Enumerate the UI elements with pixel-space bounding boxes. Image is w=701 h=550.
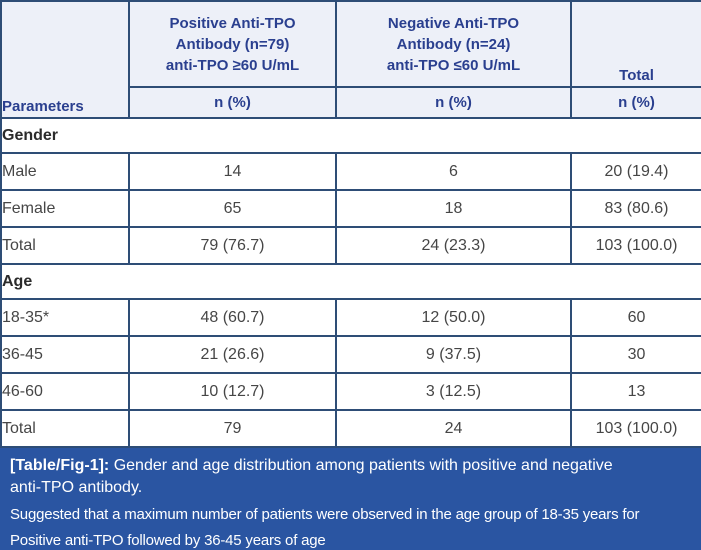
section-label: Gender xyxy=(0,117,701,154)
section-label: Age xyxy=(0,263,701,300)
caption-tag: [Table/Fig-1]: xyxy=(10,457,110,474)
caption-title: [Table/Fig-1]: Gender and age distributi… xyxy=(10,455,635,499)
caption-text: Gender and age distribution among patien… xyxy=(10,457,613,496)
total-value: 103 (100.0) xyxy=(570,409,701,448)
section-row-gender: Gender xyxy=(0,117,701,154)
positive-value: 65 xyxy=(128,189,337,228)
negative-value: 6 xyxy=(335,152,572,191)
caption-note: Suggested that a maximum number of patie… xyxy=(10,506,640,549)
negative-value: 18 xyxy=(335,189,572,228)
row-label: 18-35* xyxy=(0,298,130,337)
negative-column-header: Negative Anti-TPO Antibody (n=24) anti-T… xyxy=(335,0,572,88)
negative-subheader-cell: n (%) xyxy=(335,86,572,119)
positive-value: 79 xyxy=(128,409,337,448)
row-label: Total xyxy=(0,226,130,265)
positive-column-header: Positive Anti-TPO Antibody (n=79) anti-T… xyxy=(128,0,337,88)
row-label: 46-60 xyxy=(0,372,130,411)
row-label: Female xyxy=(0,189,130,228)
positive-value: 48 (60.7) xyxy=(128,298,337,337)
table-row: Female 65 18 83 (80.6) xyxy=(0,189,701,228)
table-row: 46-60 10 (12.7) 3 (12.5) 13 xyxy=(0,372,701,411)
total-value: 13 xyxy=(570,372,701,411)
row-label: 36-45 xyxy=(0,335,130,374)
row-label: Total xyxy=(0,409,130,448)
positive-value: 14 xyxy=(128,152,337,191)
figure-caption: [Table/Fig-1]: Gender and age distributi… xyxy=(0,448,701,550)
negative-value: 24 xyxy=(335,409,572,448)
negative-value: 12 (50.0) xyxy=(335,298,572,337)
total-value: 20 (19.4) xyxy=(570,152,701,191)
negative-value: 9 (37.5) xyxy=(335,335,572,374)
positive-value: 79 (76.7) xyxy=(128,226,337,265)
total-value: 30 xyxy=(570,335,701,374)
parameters-header-cell: Parameters xyxy=(0,0,130,119)
total-column-header: Total xyxy=(570,0,701,88)
table-row: Total 79 (76.7) 24 (23.3) 103 (100.0) xyxy=(0,226,701,265)
total-subheader-cell: n (%) xyxy=(570,86,701,119)
table-row: 36-45 21 (26.6) 9 (37.5) 30 xyxy=(0,335,701,374)
table-row: 18-35* 48 (60.7) 12 (50.0) 60 xyxy=(0,298,701,337)
section-row-age: Age xyxy=(0,263,701,300)
header-row-sub: n (%) n (%) n (%) xyxy=(1,86,701,119)
positive-subheader-cell: n (%) xyxy=(128,86,337,119)
negative-value: 3 (12.5) xyxy=(335,372,572,411)
table-row: Total 79 24 103 (100.0) xyxy=(0,409,701,448)
positive-value: 21 (26.6) xyxy=(128,335,337,374)
negative-value: 24 (23.3) xyxy=(335,226,572,265)
table-row: Male 14 6 20 (19.4) xyxy=(0,152,701,191)
total-value: 83 (80.6) xyxy=(570,189,701,228)
total-value: 60 xyxy=(570,298,701,337)
anti-tpo-distribution-table: Parameters Positive Anti-TPO Antibody (n… xyxy=(0,0,701,448)
total-value: 103 (100.0) xyxy=(570,226,701,265)
positive-value: 10 (12.7) xyxy=(128,372,337,411)
row-label: Male xyxy=(0,152,130,191)
header-row-main: Parameters Positive Anti-TPO Antibody (n… xyxy=(0,0,701,119)
